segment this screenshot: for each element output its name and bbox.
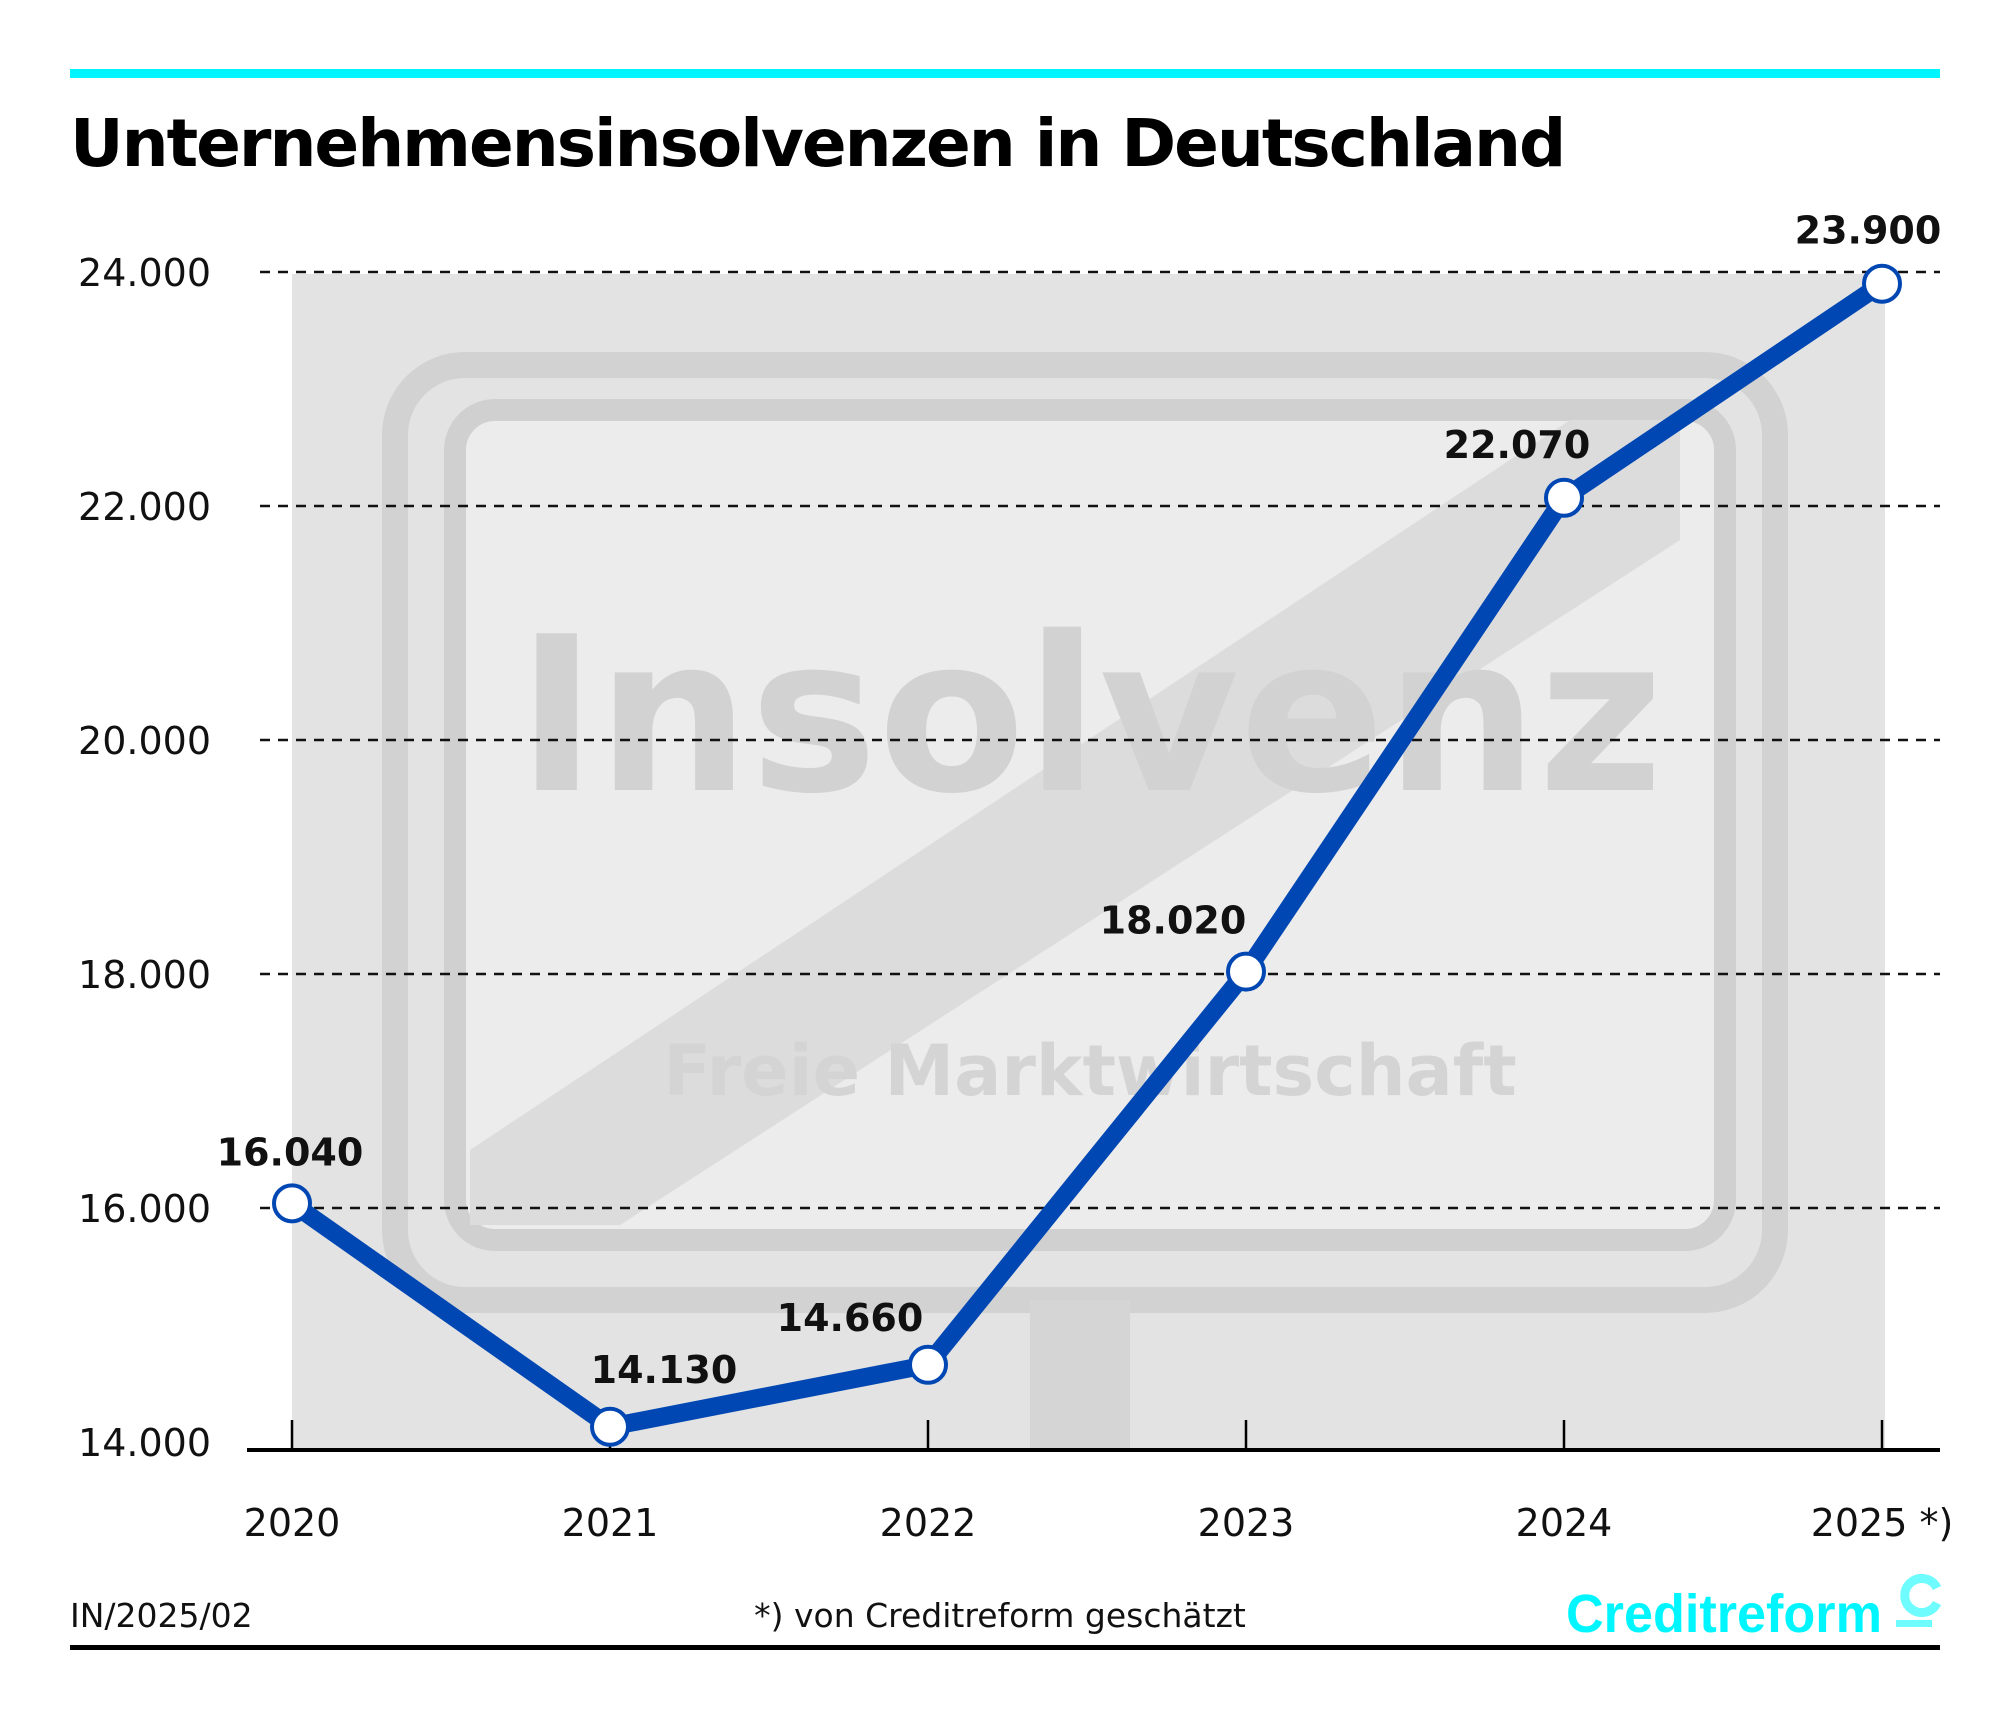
y-tick-label: 14.000 [78,1421,211,1465]
sign-text: Insolvenz [517,590,1664,841]
y-tick-label: 20.000 [78,719,211,763]
data-point [272,1183,312,1224]
x-tick-label: 2021 [562,1501,659,1545]
footer-note: *) von Creditreform geschätzt [754,1596,1246,1635]
data-labels: 16.040 14.130 14.660 18.020 22.070 23.900 [217,209,1942,1392]
x-tick-label: 2022 [880,1501,977,1545]
data-label: 18.020 [1100,899,1247,943]
x-tick-label: 2023 [1198,1501,1295,1545]
accent-bar [70,69,1940,78]
y-tick-label: 24.000 [78,251,211,295]
data-point [1544,477,1584,518]
series-line-path [286,276,1888,1436]
logo-mark-icon [1900,1574,1942,1617]
sign-subtext: Freie Marktwirtschaft [663,1030,1516,1112]
data-label: 22.070 [1444,423,1591,467]
data-point [1226,951,1266,992]
y-tick-label: 22.000 [78,485,211,529]
data-point [908,1344,948,1385]
data-label: 16.040 [217,1130,364,1174]
x-tick-label: 2020 [244,1501,341,1545]
x-tick-label: 2024 [1516,1501,1613,1545]
data-label: 23.900 [1795,209,1942,253]
data-point [590,1406,630,1447]
x-tick-label: 2025 *) [1811,1501,1954,1545]
data-label: 14.660 [777,1296,924,1340]
gridlines [260,270,1940,1210]
footer-code: IN/2025/02 [70,1596,253,1635]
bottom-rule [70,1645,1940,1650]
data-label: 14.130 [591,1348,738,1392]
y-tick-label: 16.000 [78,1187,211,1231]
logo-text: Creditreform [1566,1584,1882,1644]
series-line [272,263,1902,1447]
x-axis: 2020 2021 2022 2023 2024 2025 *) [244,1420,1954,1545]
chart-title: Unternehmensinsolvenzen in Deutschland [70,105,1564,182]
y-tick-label: 18.000 [78,953,211,997]
y-axis: 14.000 16.000 18.000 20.000 22.000 24.000 [78,251,211,1465]
creditreform-logo: Creditreform [1566,1574,1942,1644]
data-point [1862,263,1902,304]
logo-mark-bar [1896,1620,1932,1627]
